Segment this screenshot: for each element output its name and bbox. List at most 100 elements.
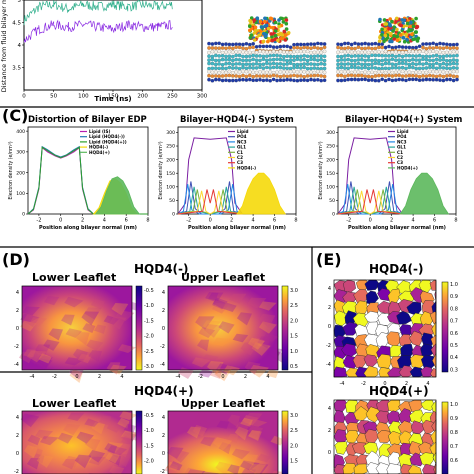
lipid-bead [346,45,351,50]
heatmap-patch [200,437,216,447]
lipid-bead [373,66,378,70]
lipid-bead [434,57,439,62]
lipid-bead [322,49,327,54]
lipid-bead [346,62,351,66]
colorbar-tick-label: -1.0 [144,303,154,309]
voronoi-ytick-label: 2 [328,305,331,311]
lipid-bead [342,69,347,74]
lipid-bead [397,77,402,82]
heatmap-patch [109,316,127,330]
lipid-bead [302,74,307,79]
lipid-bead [414,58,419,62]
lipid-bead [400,65,405,70]
protein-bead [281,20,286,24]
lipid-bead [441,50,446,55]
lipid-bead [261,74,266,78]
lipid-bead [248,65,252,70]
lipid-bead [363,41,368,46]
lipid-bead [244,62,249,66]
lipid-bead [288,74,293,78]
lipid-bead [444,66,449,71]
lipid-bead [417,74,422,79]
panel-c-legend-label: C1 [397,150,403,155]
panel-d-lower-bottom: Lower Leaflet [32,397,117,410]
heatmap-patch [26,350,47,363]
lipid-bead [376,61,381,66]
voronoi-cell [396,310,413,325]
protein-bead [415,37,420,42]
lipid-bead [248,62,252,67]
heatmap-patch [23,349,36,358]
lipid-bead [407,49,412,54]
heatmap-colorbar [281,410,289,474]
protein-bead [278,31,283,36]
heatmap-patch [111,302,129,316]
lipid-bead [336,66,340,70]
voronoi-cell [342,462,358,474]
lipid-bead [359,54,364,58]
heatmap-patch [84,438,101,452]
lipid-bead [227,49,232,54]
heatmap-patch [20,320,37,332]
lipid-bead [224,42,228,46]
lipid-bead [315,78,320,82]
lipid-bead [251,45,256,50]
lipid-bead [207,50,211,55]
lipid-bead [390,57,395,62]
lipid-bead [258,54,262,58]
voronoi-frame [333,279,437,378]
lipid-bead [254,70,259,75]
lipid-bead [258,44,262,49]
lipid-bead [234,57,239,62]
panel-b-frame [23,0,203,91]
heatmap-patch [203,323,223,338]
lipid-bead [407,77,412,82]
heatmap-patch [234,426,249,441]
heatmap-patch [88,449,106,463]
colorbar-tick-label: 3.0 [290,288,298,294]
protein-bead [286,31,291,35]
protein-bead [390,39,394,44]
voronoi-cell [354,300,368,316]
heatmap-ytick-label: 0 [16,451,19,457]
heatmap-patch [106,362,121,375]
lipid-bead [397,73,402,78]
heatmap-patch [93,324,106,334]
lipid-bead [451,61,456,66]
lipid-bead [322,78,327,83]
lipid-bead [261,54,266,59]
colorbar-tick-label: -2.0 [144,334,154,340]
lipid-bead [407,65,412,70]
lipid-bead [261,66,266,71]
lipid-bead [417,58,422,63]
heatmap-patch [212,297,228,309]
lipid-bead [387,69,391,74]
lipid-bead [448,46,453,51]
lipid-bead [393,66,398,70]
panel-c-filled-series [94,176,141,215]
lipid-bead [336,54,340,59]
lipid-bead [346,73,351,78]
lipid-bead [455,66,459,70]
heatmap-field [168,411,278,474]
lipid-bead [220,42,225,47]
panel-b-ytick-label: 4.5 [12,21,21,27]
lipid-bead [434,77,439,82]
lipid-bead [275,78,279,83]
lipid-bead [383,66,388,71]
lipid-bead [353,58,357,63]
lipid-bead [366,50,371,55]
lipid-bead [278,78,283,83]
voronoi-cell [386,463,402,474]
lipid-bead [244,46,249,51]
lipid-bead [309,50,313,55]
lipid-bead [380,50,385,55]
lipid-bead [220,66,225,71]
lipid-bead [438,46,442,50]
panel-c-legend-label: HQD4(+) [89,150,110,155]
lipid-bead [339,73,344,78]
heatmap-patch [106,422,123,433]
heatmap-ytick-label: 4 [16,415,19,421]
lipid-bead [234,74,239,78]
heatmap-patch [247,425,264,436]
